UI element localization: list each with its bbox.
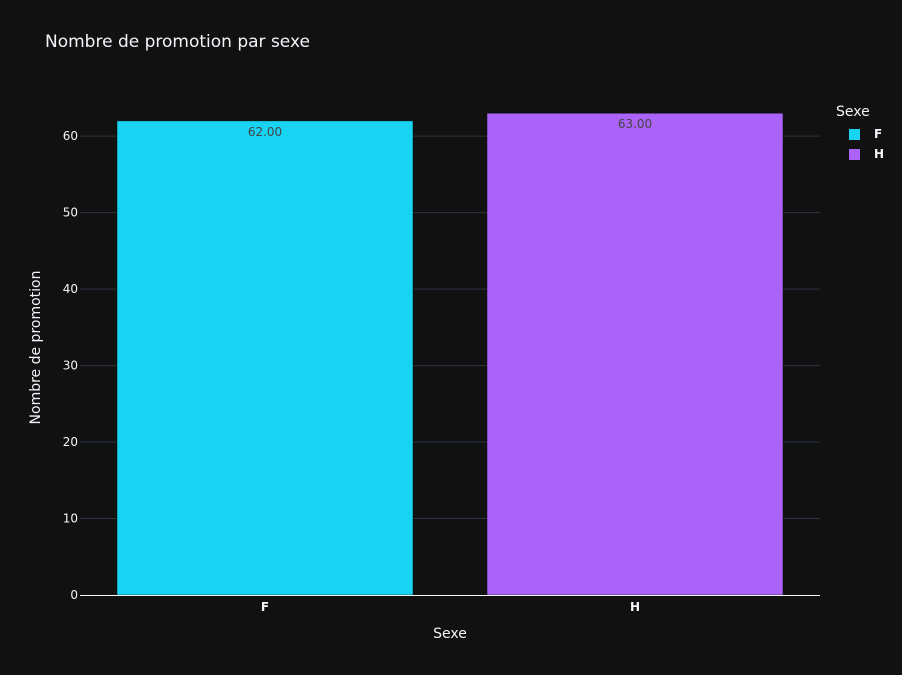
bar-h[interactable] (486, 112, 784, 596)
legend: Sexe F H (836, 104, 898, 164)
bars: 62.00 63.00 (116, 112, 784, 596)
y-tick-label: 40 (63, 282, 78, 296)
legend-swatch-f (849, 128, 860, 140)
legend-item-f[interactable]: F (836, 124, 898, 144)
y-axis-title: Nombre de promotion (28, 271, 44, 425)
legend-label-h: H (874, 147, 885, 161)
legend-title: Sexe (836, 104, 870, 120)
y-tick-label: 0 (70, 588, 78, 602)
legend-label-f: F (874, 127, 883, 141)
bar-data-label-f: 62.00 (248, 125, 282, 139)
bar-data-label-h: 63.00 (618, 117, 652, 131)
x-axis-title: Sexe (433, 626, 467, 642)
bar-f[interactable] (116, 120, 414, 596)
chart-title: Nombre de promotion par sexe (45, 32, 310, 52)
x-tick-label: F (261, 600, 269, 614)
y-tick-label: 20 (63, 435, 78, 449)
y-tick-label: 10 (63, 512, 78, 526)
legend-swatch-h (849, 148, 860, 160)
y-tick-label: 60 (63, 129, 78, 143)
legend-item-h[interactable]: H (836, 144, 898, 164)
y-tick-label: 30 (63, 359, 78, 373)
x-tick-label: H (630, 600, 640, 614)
axes: 0 10 20 30 40 50 60 F H (63, 129, 820, 614)
y-tick-label: 50 (63, 206, 78, 220)
